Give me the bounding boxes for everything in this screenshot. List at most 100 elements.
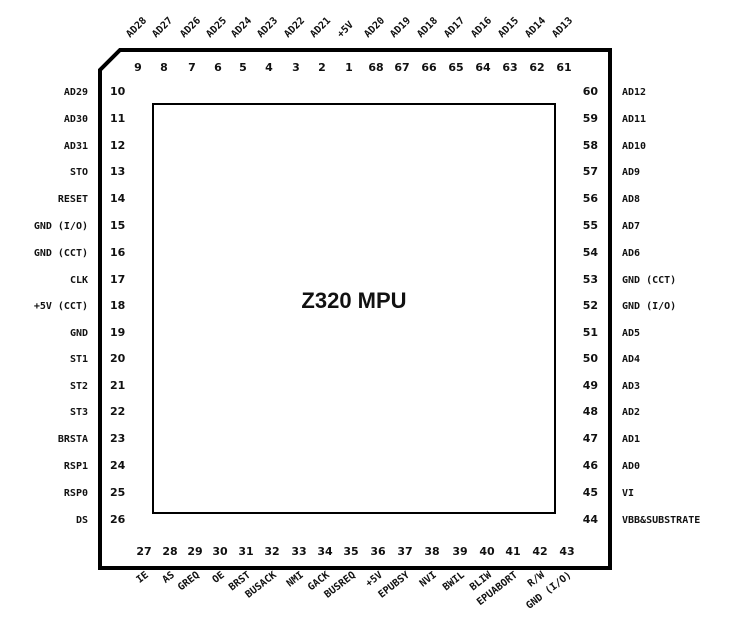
pin-signal-label: AD13 [550,15,575,40]
pin-number: 20 [110,352,126,365]
pin-signal-label: AD25 [204,15,229,40]
pin-signal-label: AD20 [362,15,387,40]
pin-signal-label: RESET [58,194,88,205]
pin-signal-label: IE [135,570,151,586]
pin-signal-label: GREQ [176,570,202,594]
pin-number: 5 [239,61,247,74]
pin-signal-label: AD10 [622,141,646,152]
pin-signal-label: GND (CCT) [622,275,676,286]
pin-number: 26 [110,513,126,526]
pin-signal-label: AD5 [622,328,640,339]
pin-number: 68 [368,61,383,74]
pin-number: 6 [214,61,222,74]
pin-signal-label: GND [70,328,88,339]
pin-signal-label: AD12 [622,87,646,98]
pin-signal-label: ST2 [70,381,88,392]
pin-number: 1 [345,61,353,74]
pin-number: 37 [397,545,412,558]
pin-signal-label: AD8 [622,194,640,205]
pin-number: 25 [110,486,125,499]
pin-number: 22 [110,405,125,418]
pin-signal-label: AD14 [523,15,548,40]
pin-number: 23 [110,432,125,445]
pin-number: 11 [110,112,125,125]
pin-number: 53 [583,273,598,286]
pin-number: 16 [110,246,126,259]
pin-signal-label: AD3 [622,381,640,392]
pin-number: 12 [110,139,125,152]
pin-signal-label: BRSTA [58,434,88,445]
pin-number: 38 [424,545,439,558]
pin-number: 46 [583,459,599,472]
pin-signal-label: AD24 [229,15,254,40]
pin-number: 51 [583,326,598,339]
pin-number: 4 [265,61,273,74]
pin-signal-label: AD28 [124,15,149,40]
pin-signal-label: AD18 [415,15,440,40]
pin-signal-label: +5V [364,570,385,590]
pin-number: 28 [162,545,177,558]
pin-number: 62 [529,61,544,74]
pin-number: 47 [583,432,598,445]
pin-number: 43 [559,545,574,558]
pin-signal-label: GND (I/O) [34,221,88,232]
pin-signal-label: AD29 [64,87,88,98]
pin-number: 34 [317,545,333,558]
pin-number: 39 [452,545,467,558]
pin-number: 10 [110,85,126,98]
pin-number: 7 [188,61,196,74]
pin-signal-label: NMI [285,570,306,590]
pin-signal-label: CLK [70,275,88,286]
pin-number: 19 [110,326,125,339]
pin-number: 66 [421,61,437,74]
pin-number: 29 [187,545,202,558]
pin-signal-label: RSP1 [64,461,88,472]
pin-signal-label: AD16 [469,15,494,40]
pin-signal-label: STO [70,167,88,178]
pin-signal-label: GND (CCT) [34,248,88,259]
pin-number: 36 [370,545,386,558]
pin-signal-label: AD15 [496,15,521,40]
pin-signal-label: AD0 [622,461,640,472]
pin-signal-label: NVI [418,570,439,590]
pin-number: 9 [134,61,142,74]
pin-number: 32 [264,545,279,558]
pin-signal-label: AD9 [622,167,640,178]
pin-signal-label: AD21 [308,15,333,40]
pin-number: 31 [238,545,253,558]
package-outline [98,48,612,570]
die-cavity [152,103,556,514]
pin-number: 60 [583,85,599,98]
pin-signal-label: AD26 [178,15,203,40]
pin-signal-label: AD4 [622,354,640,365]
pin-number: 59 [583,112,598,125]
pin-signal-label: AD23 [255,15,280,40]
pin-signal-label: AD11 [622,114,646,125]
pin-signal-label: ST3 [70,407,88,418]
pin-number: 41 [505,545,520,558]
pin-number: 49 [583,379,598,392]
pin-number: 67 [394,61,409,74]
pin-number: 24 [110,459,126,472]
pin-number: 61 [556,61,571,74]
pin-signal-label: +5V (CCT) [34,301,88,312]
pin-number: 27 [136,545,151,558]
pin-signal-label: AD19 [388,15,413,40]
pin-signal-label: VI [622,488,634,499]
pin-number: 17 [110,273,125,286]
pin-number: 30 [212,545,228,558]
pin-signal-label: AD27 [150,15,175,40]
pin-number: 45 [583,486,598,499]
pin-number: 57 [583,165,598,178]
pin-signal-label: AD22 [282,15,307,40]
pin-number: 63 [502,61,517,74]
pin-signal-label: EPUBSY [377,570,412,601]
pin-number: 21 [110,379,125,392]
pin-number: 8 [160,61,168,74]
pin-number: 33 [291,545,306,558]
pin-signal-label: AD7 [622,221,640,232]
pin-signal-label: GND (I/O) [622,301,676,312]
pin-number: 15 [110,219,125,232]
pin-number: 56 [583,192,599,205]
